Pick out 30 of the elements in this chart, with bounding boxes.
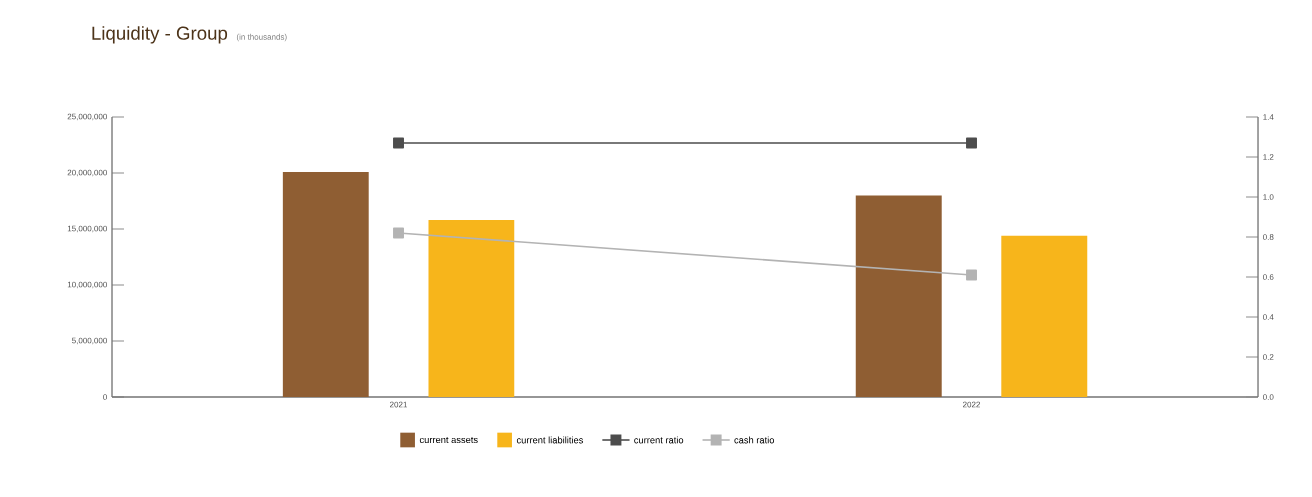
y2-tick-label: 0.4 bbox=[1263, 314, 1274, 320]
y-tick-label: 5,000,000 bbox=[72, 337, 107, 345]
y-tick-label: 25,000,000 bbox=[67, 113, 107, 121]
legend-label: cash ratio bbox=[734, 436, 775, 444]
y-tick-label: 10,000,000 bbox=[67, 281, 107, 289]
chart-title: Liquidity - Group bbox=[92, 26, 228, 44]
y2-tick-label: 0.0 bbox=[1263, 394, 1274, 400]
point bbox=[393, 227, 404, 239]
y-tick-label: 15,000,000 bbox=[67, 225, 107, 233]
y2-tick-label: 1.0 bbox=[1263, 194, 1274, 200]
y-tick-label: 0 bbox=[103, 394, 107, 400]
legend-label: current liabilities bbox=[516, 436, 584, 444]
y2-tick-label: 1.4 bbox=[1263, 114, 1274, 120]
legend-label: current assets bbox=[419, 436, 478, 444]
y2-tick-label: 0.6 bbox=[1263, 274, 1274, 280]
bar bbox=[428, 220, 515, 397]
point bbox=[966, 137, 977, 149]
bar bbox=[282, 171, 369, 397]
point bbox=[966, 269, 977, 281]
y2-tick-label: 0.8 bbox=[1263, 234, 1274, 240]
y2-tick-label: 1.2 bbox=[1263, 154, 1274, 160]
chart-subtitle: (in thousands) bbox=[236, 33, 287, 42]
point bbox=[393, 137, 404, 149]
bar bbox=[1001, 235, 1088, 397]
y-tick-label: 20,000,000 bbox=[67, 169, 107, 177]
y2-tick-label: 0.2 bbox=[1263, 354, 1274, 360]
x-tick-label: 2021 bbox=[390, 401, 408, 408]
bar bbox=[855, 195, 942, 397]
legend-label: current ratio bbox=[634, 436, 684, 444]
x-tick-label: 2022 bbox=[963, 401, 981, 408]
